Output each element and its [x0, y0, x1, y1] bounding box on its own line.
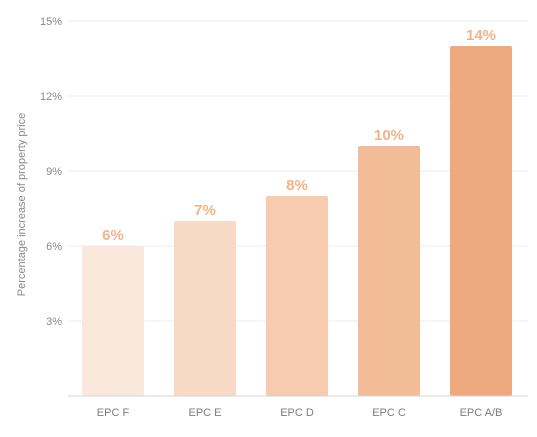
bars	[82, 46, 512, 396]
y-tick-label: 9%	[46, 166, 62, 178]
data-label: 6%	[102, 227, 124, 244]
x-tick-label: EPC E	[188, 407, 221, 419]
data-labels: 6% 7% 8% 10% 14%	[102, 27, 496, 244]
y-axis-title: Percentage increase of property price	[16, 113, 28, 296]
y-tick-label: 3%	[46, 316, 62, 328]
x-tick-label: EPC C	[372, 407, 406, 419]
data-label: 10%	[374, 127, 404, 144]
bar	[174, 221, 236, 396]
data-label: 8%	[286, 177, 308, 194]
bar	[358, 146, 420, 396]
data-label: 14%	[466, 27, 496, 44]
bar	[82, 246, 144, 396]
x-tick-label: EPC D	[280, 407, 314, 419]
y-tick-label: 12%	[40, 91, 62, 103]
y-tick-label: 15%	[40, 16, 62, 28]
data-label: 7%	[194, 202, 216, 219]
bar	[266, 196, 328, 396]
x-axis-ticks: EPC F EPC E EPC D EPC C EPC A/B	[97, 407, 503, 419]
bar	[450, 46, 512, 396]
y-axis-ticks: 3% 6% 9% 12% 15%	[40, 16, 62, 328]
y-tick-label: 6%	[46, 241, 62, 253]
x-tick-label: EPC F	[97, 407, 130, 419]
x-tick-label: EPC A/B	[460, 407, 503, 419]
